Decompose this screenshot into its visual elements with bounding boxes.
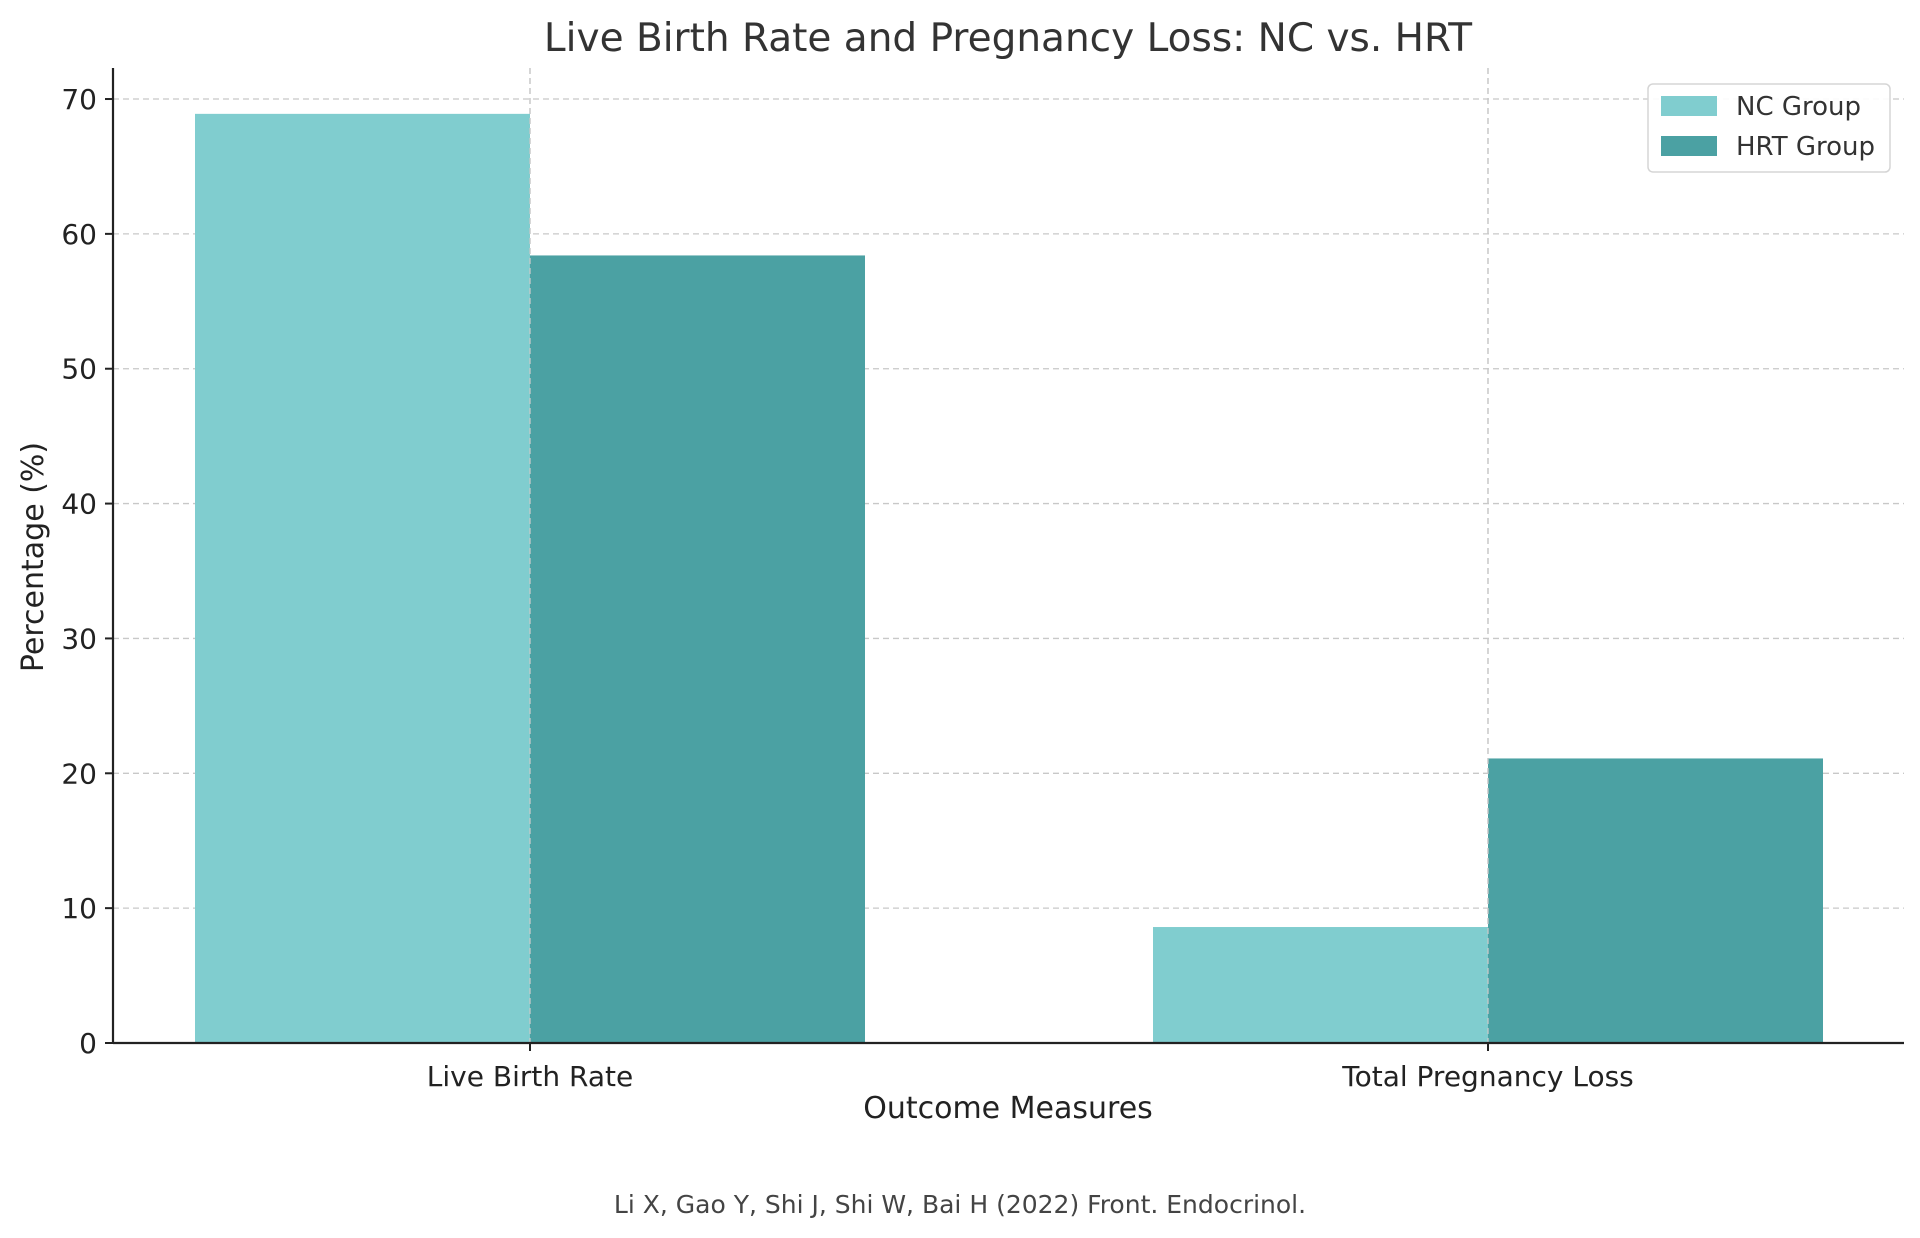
y-tick-label: 20 <box>61 757 97 790</box>
bar-hrt-group-live-birth-rate <box>530 255 865 1044</box>
bar-nc-group-live-birth-rate <box>195 113 530 1043</box>
x-tick-label: Total Pregnancy Loss <box>1341 1060 1634 1093</box>
legend-swatch-hrt-group <box>1661 136 1717 156</box>
legend: NC Group HRT Group <box>1647 83 1891 173</box>
y-tick-label: 60 <box>61 218 97 251</box>
y-tick-label: 50 <box>61 353 97 386</box>
y-tick-label: 30 <box>61 622 97 655</box>
y-axis-label: Percentage (%) <box>16 442 51 672</box>
legend-label: HRT Group <box>1736 132 1875 162</box>
axes <box>111 68 1904 1045</box>
y-tick-label: 10 <box>61 892 97 925</box>
y-tick-label: 40 <box>61 488 97 521</box>
bar-hrt-group-total-pregnancy-loss <box>1488 758 1823 1043</box>
bars <box>195 68 1823 1044</box>
x-tick-label: Live Birth Rate <box>427 1060 633 1093</box>
legend-swatch-nc-group <box>1661 96 1717 116</box>
chart-title: Live Birth Rate and Pregnancy Loss: NC v… <box>544 16 1472 61</box>
source-caption: Li X, Gao Y, Shi J, Shi W, Bai H (2022) … <box>614 1190 1306 1219</box>
y-tick-label: 0 <box>79 1027 97 1060</box>
legend-label: NC Group <box>1736 92 1861 122</box>
x-axis-label: Outcome Measures <box>863 1091 1153 1126</box>
y-ticks: 0 10 20 30 40 50 60 70 <box>61 83 113 1060</box>
bar-nc-group-total-pregnancy-loss <box>1153 927 1488 1043</box>
y-tick-label: 70 <box>61 83 97 116</box>
x-ticks: Live Birth Rate Total Pregnancy Loss <box>427 1043 1634 1093</box>
